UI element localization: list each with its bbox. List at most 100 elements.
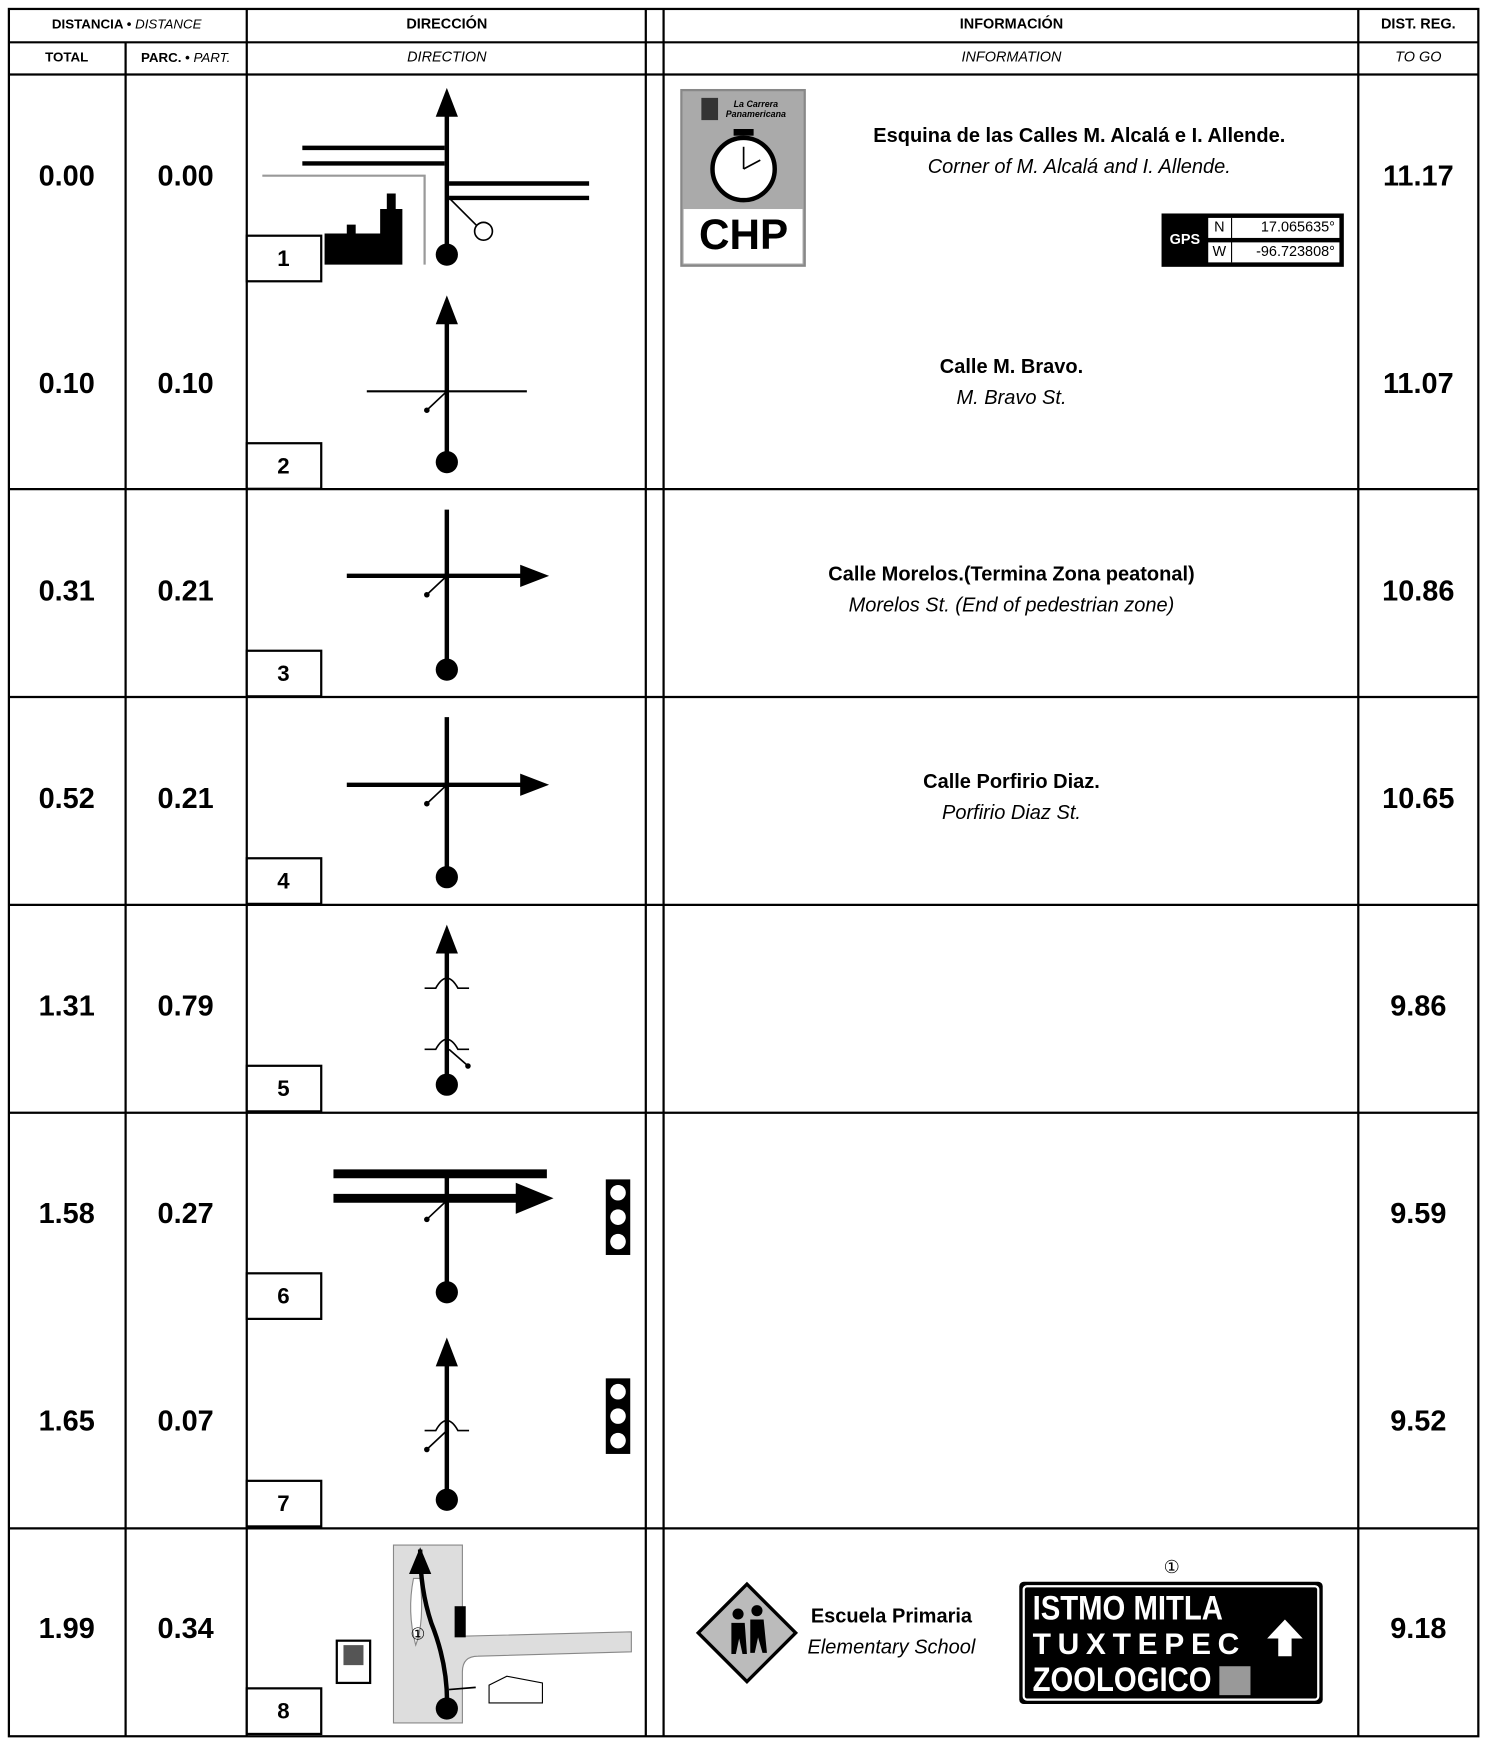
line [448, 1048, 468, 1066]
number: 1 [277, 246, 289, 271]
marker [473, 221, 494, 241]
start-dot [435, 658, 458, 681]
total: 1.31 [39, 991, 95, 1023]
total: 0.10 [39, 368, 95, 400]
arrow [409, 1547, 432, 1574]
lamp [610, 1432, 626, 1449]
start-dot [435, 1697, 458, 1720]
lamp [610, 1209, 626, 1225]
info-subtitle: Morelos St. (End of pedestrian zone) [849, 595, 1175, 617]
lamp [610, 1233, 626, 1250]
info-title: Calle M. Bravo. [940, 356, 1083, 378]
logo-line2: Panamericana [726, 109, 786, 119]
partial: 0.07 [158, 1406, 214, 1438]
number: 5 [277, 1076, 289, 1101]
total: 0.52 [39, 783, 95, 815]
rows: 0.00 0.00 11.17 1 Esquina de las Calles M. A… [39, 87, 1454, 1736]
info-subtitle: Corner of M. Alcalá and I. Allende. [928, 156, 1231, 178]
hospital-cross [343, 1645, 364, 1666]
house [488, 1675, 543, 1704]
number-box [245, 1064, 323, 1113]
number: 6 [277, 1284, 289, 1309]
number-box [245, 442, 323, 490]
start-dot [435, 451, 458, 474]
median [410, 1577, 423, 1647]
traffic-light [454, 1606, 466, 1638]
total: 0.00 [39, 161, 95, 193]
street [262, 174, 426, 265]
info-subtitle: Porfirio Diaz St. [942, 802, 1081, 824]
start-dot [435, 243, 458, 266]
church [324, 193, 403, 265]
start-dot [435, 1281, 458, 1304]
bump [424, 1419, 470, 1432]
total: 1.58 [39, 1198, 95, 1230]
partial: 0.21 [158, 576, 214, 608]
header-to-go-en: TO GO [1395, 50, 1441, 66]
info-subtitle: M. Bravo St. [956, 387, 1066, 409]
school-sign: Escuela Primaria Elementary School [695, 1581, 976, 1684]
total: 0.31 [39, 576, 95, 608]
gps-label: GPS [1170, 232, 1201, 248]
header-partial: PARC. • PART. [141, 49, 230, 64]
sign-marker: ① [1164, 1557, 1180, 1577]
row: 1.65 0.07 9.52 7 [39, 1337, 1446, 1528]
partial: 0.27 [158, 1198, 214, 1230]
gps-n: 17.065635° [1261, 220, 1335, 236]
dot [424, 591, 430, 598]
arrow [435, 295, 458, 325]
info-title: Calle Morelos.(Termina Zona peatonal) [828, 563, 1194, 585]
gps-w: -96.723808° [1256, 244, 1335, 260]
start-dot [435, 1073, 458, 1096]
arrow [435, 1337, 458, 1367]
map-marker: ① [410, 1625, 425, 1644]
total: 1.65 [39, 1406, 95, 1438]
bump [424, 977, 470, 990]
dot [424, 407, 430, 413]
to-go: 10.65 [1382, 783, 1454, 815]
line [448, 1686, 476, 1691]
sign-line1: ISTMO MITLA [1033, 1589, 1223, 1628]
lamp [610, 1184, 626, 1201]
sign-line2: TUXTEPEC [1033, 1628, 1246, 1661]
to-go: 9.59 [1390, 1198, 1446, 1230]
dot [465, 1063, 471, 1069]
dot [424, 1216, 430, 1223]
gps-n-label: N [1214, 220, 1224, 236]
arrow [515, 1182, 554, 1214]
t: DISTANCE [135, 16, 203, 31]
number: 7 [277, 1491, 289, 1516]
lamp [610, 1408, 626, 1424]
partial: 0.00 [158, 161, 214, 193]
to-go: 9.18 [1390, 1613, 1446, 1645]
number: 4 [277, 869, 290, 894]
arrow [520, 773, 550, 796]
school-title: Escuela Primaria [811, 1606, 973, 1628]
row: 0.00 0.00 11.17 1 Esquina de las Calles M. A… [39, 87, 1454, 283]
dot [424, 1446, 430, 1453]
to-go: 10.86 [1382, 576, 1454, 608]
line [427, 390, 448, 410]
lamp [610, 1383, 626, 1400]
number-box [245, 857, 323, 905]
number: 8 [277, 1699, 289, 1724]
logo-line1: La Carrera [734, 99, 778, 109]
header-direction-en: DIRECTION [407, 50, 487, 66]
grid [8, 8, 1479, 1737]
partial: 0.34 [158, 1613, 214, 1645]
arrow [435, 924, 458, 954]
number-box [245, 1687, 323, 1736]
t: DISTANCIA • [52, 16, 132, 31]
total: 1.99 [39, 1613, 95, 1645]
school-subtitle: Elementary School [808, 1637, 976, 1659]
number-box [245, 1272, 323, 1321]
t: PARC. • [141, 49, 190, 64]
header-total: TOTAL [45, 49, 88, 64]
to-go: 11.07 [1383, 368, 1454, 400]
t: PART. [194, 49, 231, 64]
dot [424, 800, 430, 807]
row: 0.31 0.21 10.86 3 Calle Morelos.(Termina Zon… [39, 509, 1454, 698]
gps: GPS N W 17.065635° -96.723808° [1161, 213, 1344, 267]
